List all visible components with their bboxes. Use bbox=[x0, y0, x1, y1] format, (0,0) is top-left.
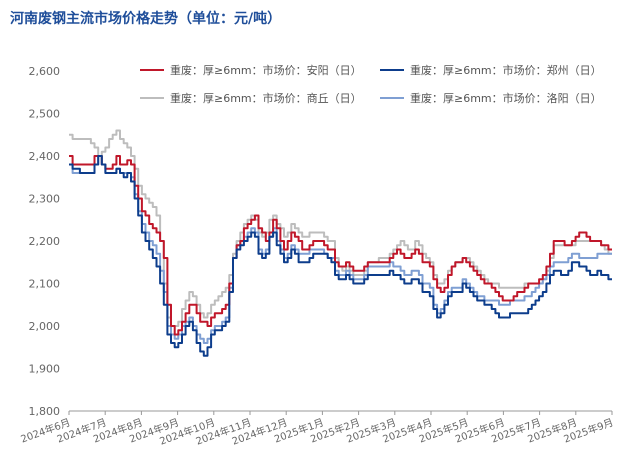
y-tick-label: 1,800 bbox=[29, 405, 61, 418]
y-tick-label: 2,600 bbox=[29, 65, 61, 78]
legend-label: 重废：厚≥6mm：市场价：洛阳（日） bbox=[410, 91, 602, 105]
y-tick-label: 2,000 bbox=[29, 320, 61, 333]
y-tick-label: 2,300 bbox=[29, 193, 61, 206]
y-tick-label: 2,100 bbox=[29, 278, 61, 291]
y-tick-label: 2,500 bbox=[29, 108, 61, 121]
series-line-1 bbox=[69, 155, 612, 336]
x-axis: 2024年6月2024年7月2024年8月2024年9月2024年10月2024… bbox=[19, 410, 615, 448]
y-tick-label: 2,400 bbox=[29, 150, 61, 163]
y-tick-label: 2,200 bbox=[29, 235, 61, 248]
y-axis: 1,800 1,900 2,000 2,100 2,200 2,300 2,400 2,500… bbox=[29, 65, 61, 418]
legend-label: 重废：厚≥6mm：市场价：安阳（日） bbox=[170, 63, 362, 77]
y-tick-label: 1,900 bbox=[29, 363, 61, 376]
chart-title: 河南废钢主流市场价格走势（单位：元/吨） bbox=[10, 11, 282, 27]
series-layer bbox=[69, 129, 612, 357]
legend-label: 重废：厚≥6mm：市场价：商丘（日） bbox=[170, 91, 362, 105]
legend: 重废：厚≥6mm：市场价：安阳（日） 重废：厚≥6mm：市场价：郑州（日） 重废：厚… bbox=[140, 63, 602, 105]
series-line-2 bbox=[69, 155, 612, 357]
legend-label: 重废：厚≥6mm：市场价：郑州（日） bbox=[410, 63, 602, 77]
series-line-3 bbox=[69, 129, 612, 327]
